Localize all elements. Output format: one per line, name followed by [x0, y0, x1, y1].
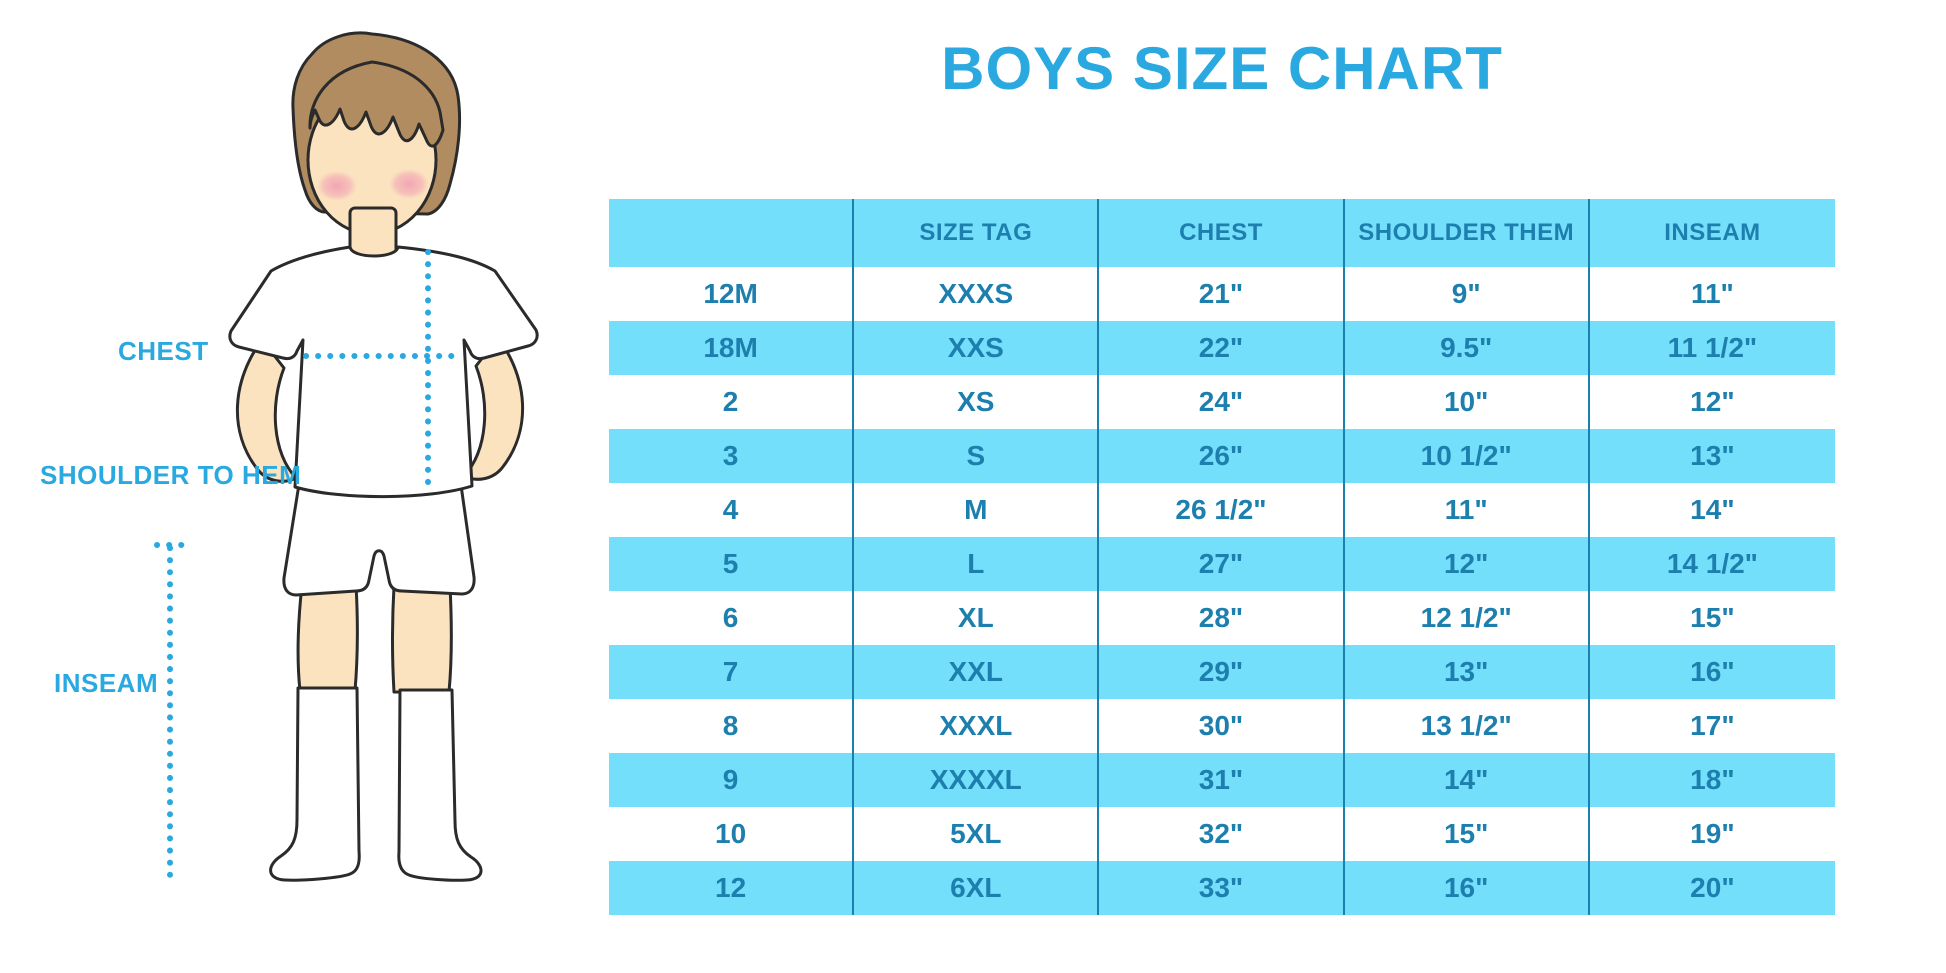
boy-figure-illustration	[154, 31, 539, 882]
table-cell-size: 6	[609, 591, 855, 645]
table-cell-shoulder: 9.5"	[1345, 321, 1590, 375]
table-cell-chest: 24"	[1099, 375, 1345, 429]
table-cell-tag: XL	[854, 591, 1100, 645]
table-cell-inseam: 20"	[1690, 872, 1735, 903]
table-cell-size: 8	[609, 699, 855, 753]
table-row: 10 5XL 32" 15" 19"	[609, 807, 1835, 861]
table-cell-size: 2	[609, 375, 855, 429]
table-cell-tag: 6XL	[854, 861, 1100, 915]
table-cell-tag: S	[854, 429, 1100, 483]
table-cell-inseam: 12"	[1690, 386, 1735, 417]
table-row: 7 XXL 29" 13" 16"	[609, 645, 1835, 699]
table-cell-size: 10	[609, 807, 855, 861]
table-cell-tag: XXXS	[854, 267, 1100, 321]
table-cell-chest: 26 1/2"	[1099, 483, 1345, 537]
table-cell-size: 9	[609, 753, 855, 807]
table-cell-chest: 26"	[1099, 429, 1345, 483]
header-cell-size-tag: SIZE TAG	[854, 199, 1100, 267]
boy-right-sock	[397, 688, 483, 882]
table-row: 9 XXXXL 31" 14" 18"	[609, 753, 1835, 807]
boy-bangs	[308, 60, 445, 148]
header-cell-chest: CHEST	[1099, 199, 1345, 267]
boy-shorts	[282, 476, 476, 597]
boy-right-leg	[391, 584, 453, 694]
table-cell-shoulder: 15"	[1345, 807, 1590, 861]
table-cell-tag: XXL	[854, 645, 1100, 699]
boy-right-arm	[462, 336, 525, 481]
table-cell-inseam: 17"	[1690, 710, 1735, 741]
table-cell-size: 4	[609, 483, 855, 537]
table-cell-shoulder: 10 1/2"	[1345, 429, 1590, 483]
table-cell-shoulder: 11"	[1345, 483, 1590, 537]
table-cell-tag: M	[854, 483, 1100, 537]
table-cell-shoulder: 12"	[1345, 537, 1590, 591]
table-row: 5 L 27" 12" 14 1/2"	[609, 537, 1835, 591]
table-cell-inseam: 14"	[1690, 494, 1735, 525]
table-cell-chest: 22"	[1099, 321, 1345, 375]
size-chart-table: SIZE TAG CHEST SHOULDER THEM INSEAM 12M X…	[609, 199, 1835, 915]
table-cell-shoulder: 16"	[1345, 861, 1590, 915]
boy-tshirt	[228, 245, 539, 499]
table-cell-chest: 27"	[1099, 537, 1345, 591]
table-cell-inseam: 16"	[1690, 656, 1735, 687]
table-cell-chest: 31"	[1099, 753, 1345, 807]
table-row: 12 6XL 33" 16" 20"	[609, 861, 1835, 915]
table-cell-tag: XXS	[854, 321, 1100, 375]
table-cell-shoulder: 14"	[1345, 753, 1590, 807]
header-cell-inseam: INSEAM	[1664, 219, 1761, 246]
table-row: 8 XXXL 30" 13 1/2" 17"	[609, 699, 1835, 753]
table-cell-size: 12	[609, 861, 855, 915]
boy-left-sock	[269, 686, 361, 882]
table-cell-shoulder: 13"	[1345, 645, 1590, 699]
table-row: 18M XXS 22" 9.5" 11 1/2"	[609, 321, 1835, 375]
table-cell-tag: 5XL	[854, 807, 1100, 861]
table-cell-tag: L	[854, 537, 1100, 591]
table-cell-shoulder: 9"	[1345, 267, 1590, 321]
page-title: BOYS SIZE CHART	[941, 35, 1503, 102]
table-cell-size: 3	[609, 429, 855, 483]
shoulder-to-hem-measurement-label: SHOULDER TO HEM	[40, 460, 302, 490]
table-header-row: SIZE TAG CHEST SHOULDER THEM INSEAM	[609, 199, 1835, 267]
table-cell-inseam: 13"	[1690, 440, 1735, 471]
table-cell-size: 5	[609, 537, 855, 591]
chest-measurement-label: CHEST	[118, 336, 209, 366]
right-blush	[389, 169, 429, 199]
header-cell-shoulder: SHOULDER THEM	[1345, 199, 1590, 267]
table-row: 3 S 26" 10 1/2" 13"	[609, 429, 1835, 483]
table-cell-chest: 21"	[1099, 267, 1345, 321]
table-cell-chest: 29"	[1099, 645, 1345, 699]
table-cell-shoulder: 10"	[1345, 375, 1590, 429]
table-cell-size: 12M	[609, 267, 855, 321]
table-cell-inseam: 19"	[1690, 818, 1735, 849]
inseam-measurement-label: INSEAM	[54, 668, 159, 698]
table-cell-shoulder: 12 1/2"	[1345, 591, 1590, 645]
table-row: 12M XXXS 21" 9" 11"	[609, 267, 1835, 321]
table-cell-inseam: 18"	[1690, 764, 1735, 795]
table-cell-inseam: 15"	[1690, 602, 1735, 633]
table-row: 2 XS 24" 10" 12"	[609, 375, 1835, 429]
table-cell-size: 18M	[609, 321, 855, 375]
table-row: 6 XL 28" 12 1/2" 15"	[609, 591, 1835, 645]
table-row: 4 M 26 1/2" 11" 14"	[609, 483, 1835, 537]
size-table-body: 12M XXXS 21" 9" 11" 18M XXS 22" 9.5" 11 1/2" 2 XS 24…	[609, 267, 1835, 915]
table-cell-chest: 33"	[1099, 861, 1345, 915]
table-cell-size: 7	[609, 645, 855, 699]
table-cell-chest: 30"	[1099, 699, 1345, 753]
left-blush	[317, 171, 357, 201]
table-cell-tag: XXXL	[854, 699, 1100, 753]
table-cell-shoulder: 13 1/2"	[1345, 699, 1590, 753]
table-cell-inseam: 14 1/2"	[1666, 548, 1758, 579]
table-cell-chest: 32"	[1099, 807, 1345, 861]
boy-left-arm	[235, 338, 298, 483]
table-cell-tag: XXXXL	[854, 753, 1100, 807]
table-cell-chest: 28"	[1099, 591, 1345, 645]
boy-left-leg	[296, 583, 359, 693]
table-cell-tag: XS	[854, 375, 1100, 429]
table-cell-inseam: 11"	[1690, 278, 1734, 309]
header-cell-size	[609, 199, 855, 267]
table-cell-inseam: 11 1/2"	[1667, 332, 1758, 363]
